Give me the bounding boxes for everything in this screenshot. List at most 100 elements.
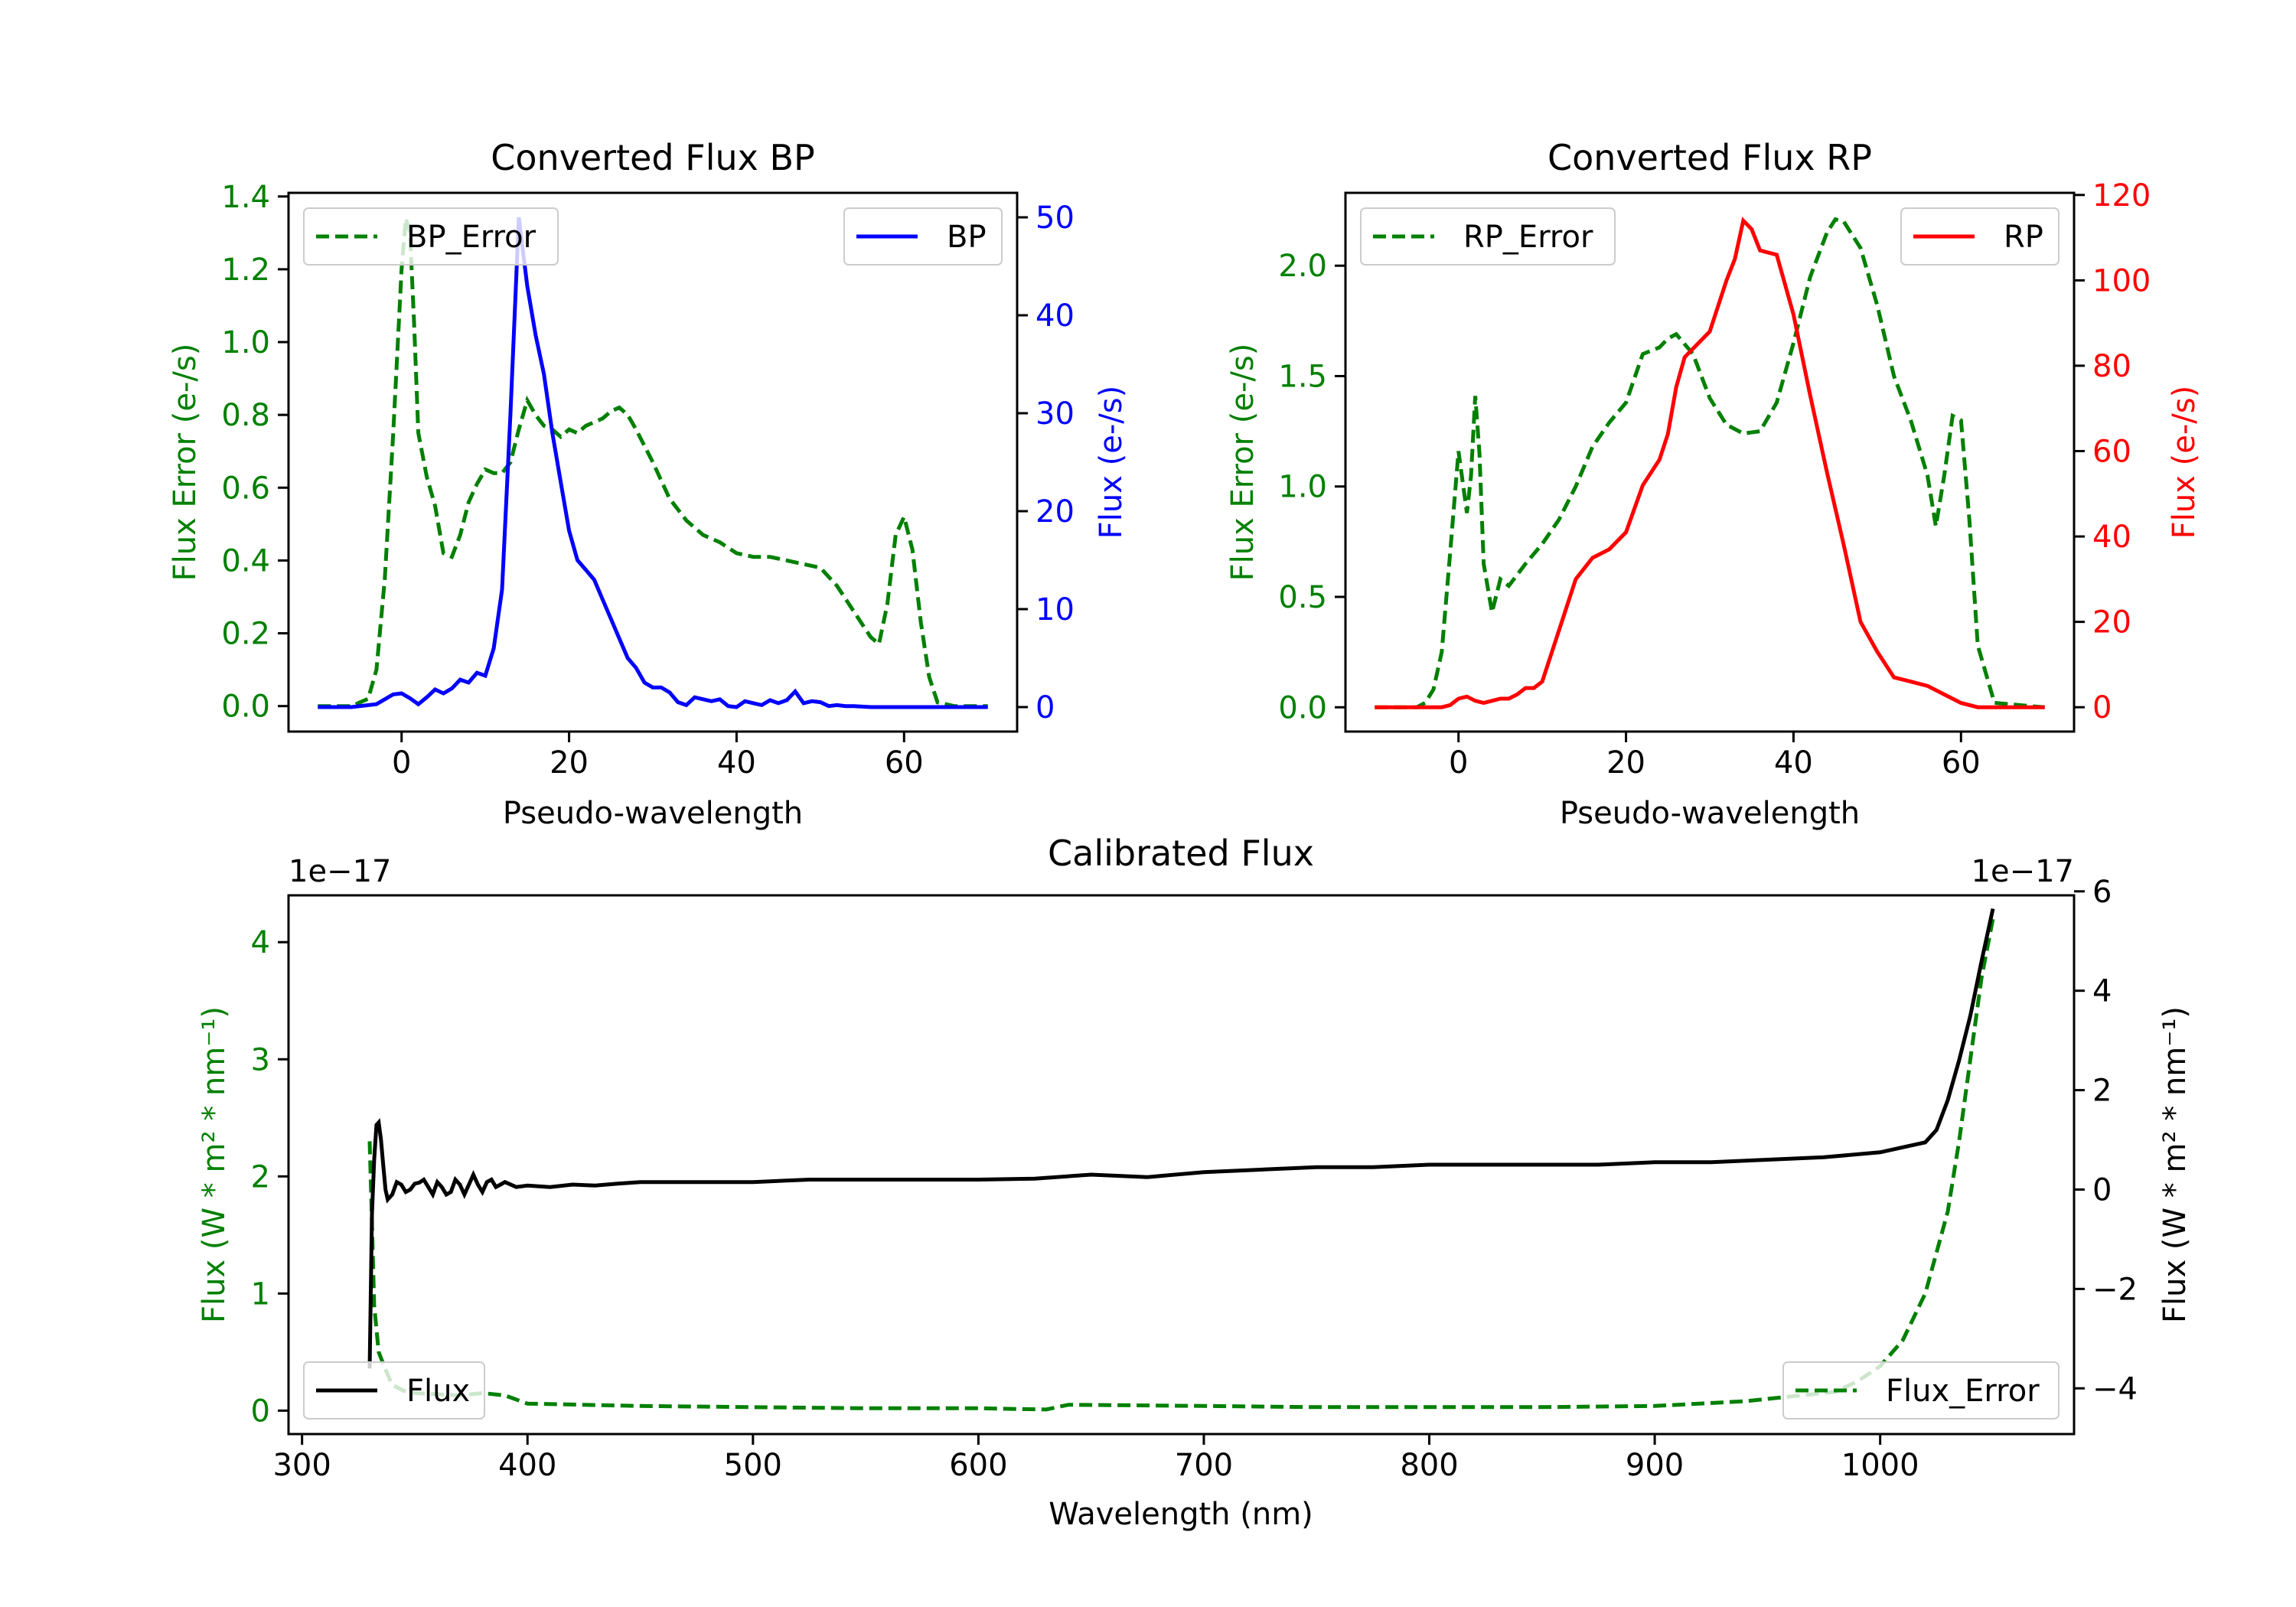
bp-y-left-tick-label: 1.0 — [221, 325, 270, 360]
cal-y-left-tick-label: 4 — [251, 925, 270, 960]
cal-x-tick-label: 900 — [1626, 1448, 1684, 1483]
rp-y-right-tick-label: 100 — [2092, 263, 2151, 298]
cal-x-tick-label: 1000 — [1841, 1448, 1919, 1483]
calibrated-title: Calibrated Flux — [1048, 833, 1314, 874]
bp-y-left-tick-label: 0.6 — [221, 471, 270, 506]
rp-flux-line-group — [1375, 217, 2045, 709]
calibrated-panel: Calibrated Flux 1e−17 1e−17 300 400 500 600… — [197, 833, 2193, 1532]
bp-plot-frame — [287, 191, 1019, 733]
rp-y-right-tick-label: 0 — [2092, 690, 2112, 725]
calibrated-offset-right: 1e−17 — [1971, 854, 2074, 889]
bp-y-right-tick-label: 50 — [1035, 200, 1075, 236]
bp-x-ticks: 0 20 40 60 — [392, 732, 924, 781]
rp-y-right-label: Flux (e-/s) — [2167, 386, 2202, 539]
calibrated-y-left-ticks: 0 1 2 3 4 — [251, 925, 289, 1429]
rp-y-left-ticks: 0.0 0.5 1.0 1.5 2.0 — [1278, 249, 1345, 725]
bp-legend-error-label: BP_Error — [406, 220, 536, 255]
bp-title: Converted Flux BP — [491, 137, 815, 178]
calibrated-x-ticks: 300 400 500 600 700 800 900 1000 — [272, 1434, 1919, 1483]
bp-panel: Converted Flux BP 0 20 40 60 0.0 0.2 0.4 0.6 0.… — [168, 137, 1129, 831]
cal-x-tick-label: 600 — [949, 1448, 1007, 1483]
cal-y-right-tick-label: 4 — [2092, 974, 2112, 1009]
cal-y-left-tick-label: 0 — [251, 1393, 270, 1429]
cal-y-right-tick-label: −2 — [2092, 1272, 2138, 1307]
rp-y-right-tick-label: 80 — [2092, 349, 2131, 384]
rp-x-tick-label: 20 — [1606, 745, 1645, 781]
cal-x-tick-label: 800 — [1400, 1448, 1458, 1483]
cal-y-right-tick-label: 6 — [2092, 875, 2112, 910]
rp-y-right-tick-label: 40 — [2092, 520, 2131, 555]
rp-legend-error-label: RP_Error — [1463, 220, 1593, 255]
rp-x-ticks: 0 20 40 60 — [1449, 732, 1981, 781]
bp-y-left-tick-label: 1.2 — [221, 253, 270, 288]
bp-error-line — [318, 217, 988, 709]
bp-flux-line-group — [318, 217, 988, 709]
cal-y-right-tick-label: −4 — [2092, 1371, 2138, 1407]
bp-x-tick-label: 20 — [550, 745, 589, 781]
cal-y-right-tick-label: 0 — [2092, 1172, 2112, 1208]
rp-legend-error-box — [1360, 207, 1616, 266]
bp-legend-flux-box — [843, 207, 1003, 266]
rp-x-tick-label: 40 — [1774, 745, 1813, 781]
bp-error-line-group — [318, 217, 988, 709]
calibrated-legend-flux-box — [303, 1361, 485, 1420]
cal-x-tick-label: 500 — [724, 1448, 782, 1483]
cal-y-right-tick-label: 2 — [2092, 1074, 2112, 1109]
bp-x-tick-label: 0 — [392, 745, 411, 781]
calibrated-legend-flux-label: Flux — [406, 1374, 470, 1409]
rp-y-right-tick-label: 120 — [2092, 178, 2151, 214]
bp-y-left-tick-label: 0.8 — [221, 398, 270, 433]
calibrated-y-left-label: Flux (W * m² * nm⁻¹) — [197, 1006, 232, 1323]
bp-y-left-ticks: 0.0 0.2 0.4 0.6 0.8 1.0 1.2 1.4 — [221, 180, 289, 725]
bp-y-left-tick-label: 0.0 — [221, 689, 270, 725]
bp-legend-flux-label: BP — [947, 220, 987, 255]
calibrated-offset-left: 1e−17 — [289, 854, 391, 889]
rp-legend-flux-box — [1900, 207, 2060, 266]
rp-y-left-tick-label: 2.0 — [1278, 249, 1327, 284]
bp-y-right-tick-label: 40 — [1035, 298, 1075, 334]
rp-legend-flux-label: RP — [2004, 220, 2043, 255]
bp-y-right-tick-label: 20 — [1035, 494, 1075, 530]
rp-y-left-tick-label: 0.0 — [1278, 690, 1327, 725]
bp-flux-line — [318, 217, 988, 709]
calibrated-legend-error: Flux_Error — [1782, 1361, 2060, 1420]
bp-y-right-tick-label: 30 — [1035, 396, 1075, 432]
bp-y-right-tick-label: 0 — [1035, 690, 1055, 725]
rp-panel: Converted Flux RP 0 20 40 60 0.0 0.5 1.0 1.5 2.… — [1225, 137, 2202, 831]
calibrated-legend-error-label: Flux_Error — [1886, 1374, 2040, 1409]
rp-legend-flux: RP — [1900, 207, 2060, 266]
bp-legend-error-box — [303, 207, 559, 266]
bp-y-left-label: Flux Error (e-/s) — [168, 344, 203, 582]
rp-title: Converted Flux RP — [1548, 137, 1872, 178]
calibrated-plot-frame — [287, 894, 2076, 1436]
cal-y-left-tick-label: 3 — [251, 1042, 270, 1077]
bp-y-left-tick-label: 0.2 — [221, 617, 270, 652]
cal-y-left-tick-label: 2 — [251, 1159, 270, 1195]
rp-x-label: Pseudo-wavelength — [1560, 796, 1860, 831]
rp-y-right-tick-label: 60 — [2092, 434, 2131, 469]
calibrated-x-label: Wavelength (nm) — [1049, 1497, 1313, 1532]
bp-x-label: Pseudo-wavelength — [503, 796, 803, 831]
cal-y-left-tick-label: 1 — [251, 1276, 270, 1312]
cal-x-tick-label: 700 — [1175, 1448, 1233, 1483]
bp-legend-error: BP_Error — [303, 207, 559, 266]
cal-x-tick-label: 300 — [272, 1448, 331, 1483]
bp-x-tick-label: 40 — [717, 745, 756, 781]
calibrated-flux-line — [367, 908, 1995, 1369]
rp-y-right-tick-label: 20 — [2092, 605, 2131, 641]
rp-y-left-tick-label: 1.5 — [1278, 359, 1327, 394]
calibrated-flux-line-group — [367, 908, 1995, 1369]
calibrated-legend-flux: Flux — [303, 1361, 485, 1420]
cal-x-tick-label: 400 — [498, 1448, 556, 1483]
rp-y-left-tick-label: 1.0 — [1278, 470, 1327, 505]
rp-x-tick-label: 0 — [1449, 745, 1468, 781]
rp-y-right-ticks: 0 20 40 60 80 100 120 — [2074, 178, 2151, 725]
bp-y-right-tick-label: 10 — [1035, 592, 1075, 627]
bp-y-left-tick-label: 0.4 — [221, 543, 270, 579]
bp-legend-flux: BP — [843, 207, 1003, 266]
bp-x-tick-label: 60 — [885, 745, 924, 781]
rp-error-line — [1375, 217, 2045, 709]
rp-y-left-tick-label: 0.5 — [1278, 580, 1327, 615]
